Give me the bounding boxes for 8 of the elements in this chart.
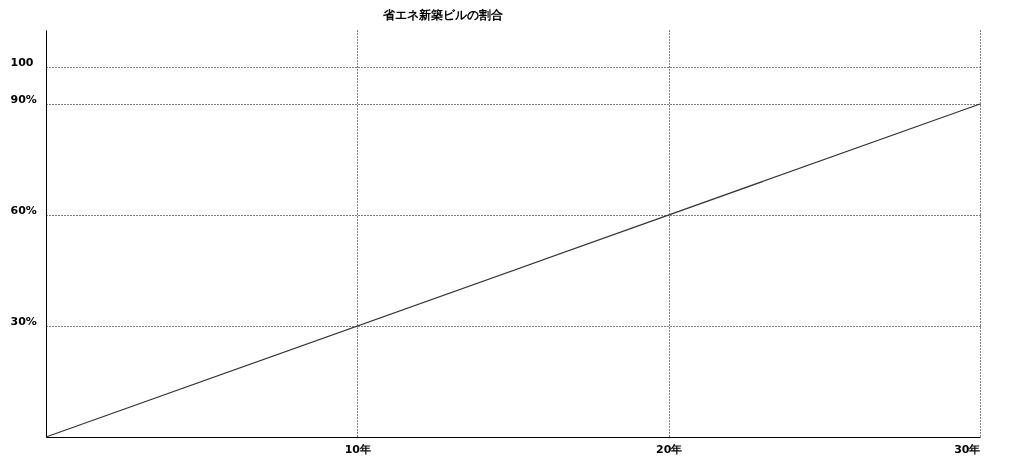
x-tick-label: 10年	[344, 442, 371, 456]
chart-title: 省エネ新築ビルの割合	[382, 8, 504, 22]
x-tick-label: 20年	[656, 442, 683, 456]
y-tick-label: 60%	[10, 203, 37, 217]
y-tick-label: 30%	[10, 314, 37, 328]
x-tick-label: 30年	[954, 442, 981, 456]
y-tick-label: 100	[10, 55, 34, 69]
y-tick-label: 90%	[10, 92, 37, 106]
